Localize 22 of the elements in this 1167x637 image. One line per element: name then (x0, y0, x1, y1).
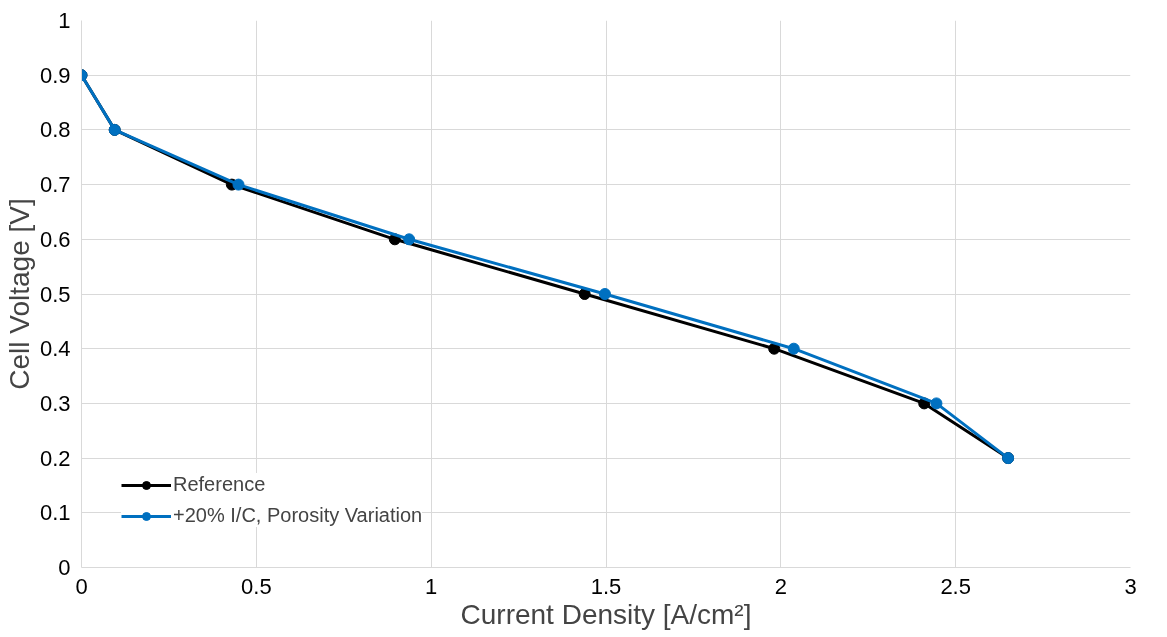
x-tick-label: 0 (75, 573, 88, 599)
y-tick-label: 0.5 (39, 281, 71, 307)
x-tick-label: 0.5 (241, 573, 272, 599)
y-tick-label: 1 (58, 8, 71, 33)
x-axis-title: Current Density [A/cm²] (460, 598, 752, 630)
x-tick-label: 2.5 (940, 573, 971, 599)
y-tick-label: 0.2 (39, 445, 71, 471)
y-tick-label: 0.8 (39, 117, 71, 143)
y-tick-label: 0.3 (39, 390, 71, 416)
x-tick-label: 2 (774, 573, 787, 599)
y-axis-title: Cell Voltage [V] (3, 198, 35, 390)
legend-label: Reference (173, 473, 266, 496)
y-tick-label: 0.1 (39, 500, 71, 526)
x-tick-label: 3 (1124, 573, 1137, 599)
y-tick-label: 0.7 (39, 172, 71, 198)
y-tick-label: 0.9 (39, 62, 71, 88)
y-tick-label: 0.6 (39, 226, 71, 252)
legend-label: +20% I/C, Porosity Variation (173, 504, 423, 527)
x-tick-label: 1.5 (590, 573, 622, 599)
x-tick-label: 1 (425, 573, 438, 599)
y-tick-label: 0.4 (39, 336, 71, 362)
y-tick-label: 0 (58, 555, 71, 580)
